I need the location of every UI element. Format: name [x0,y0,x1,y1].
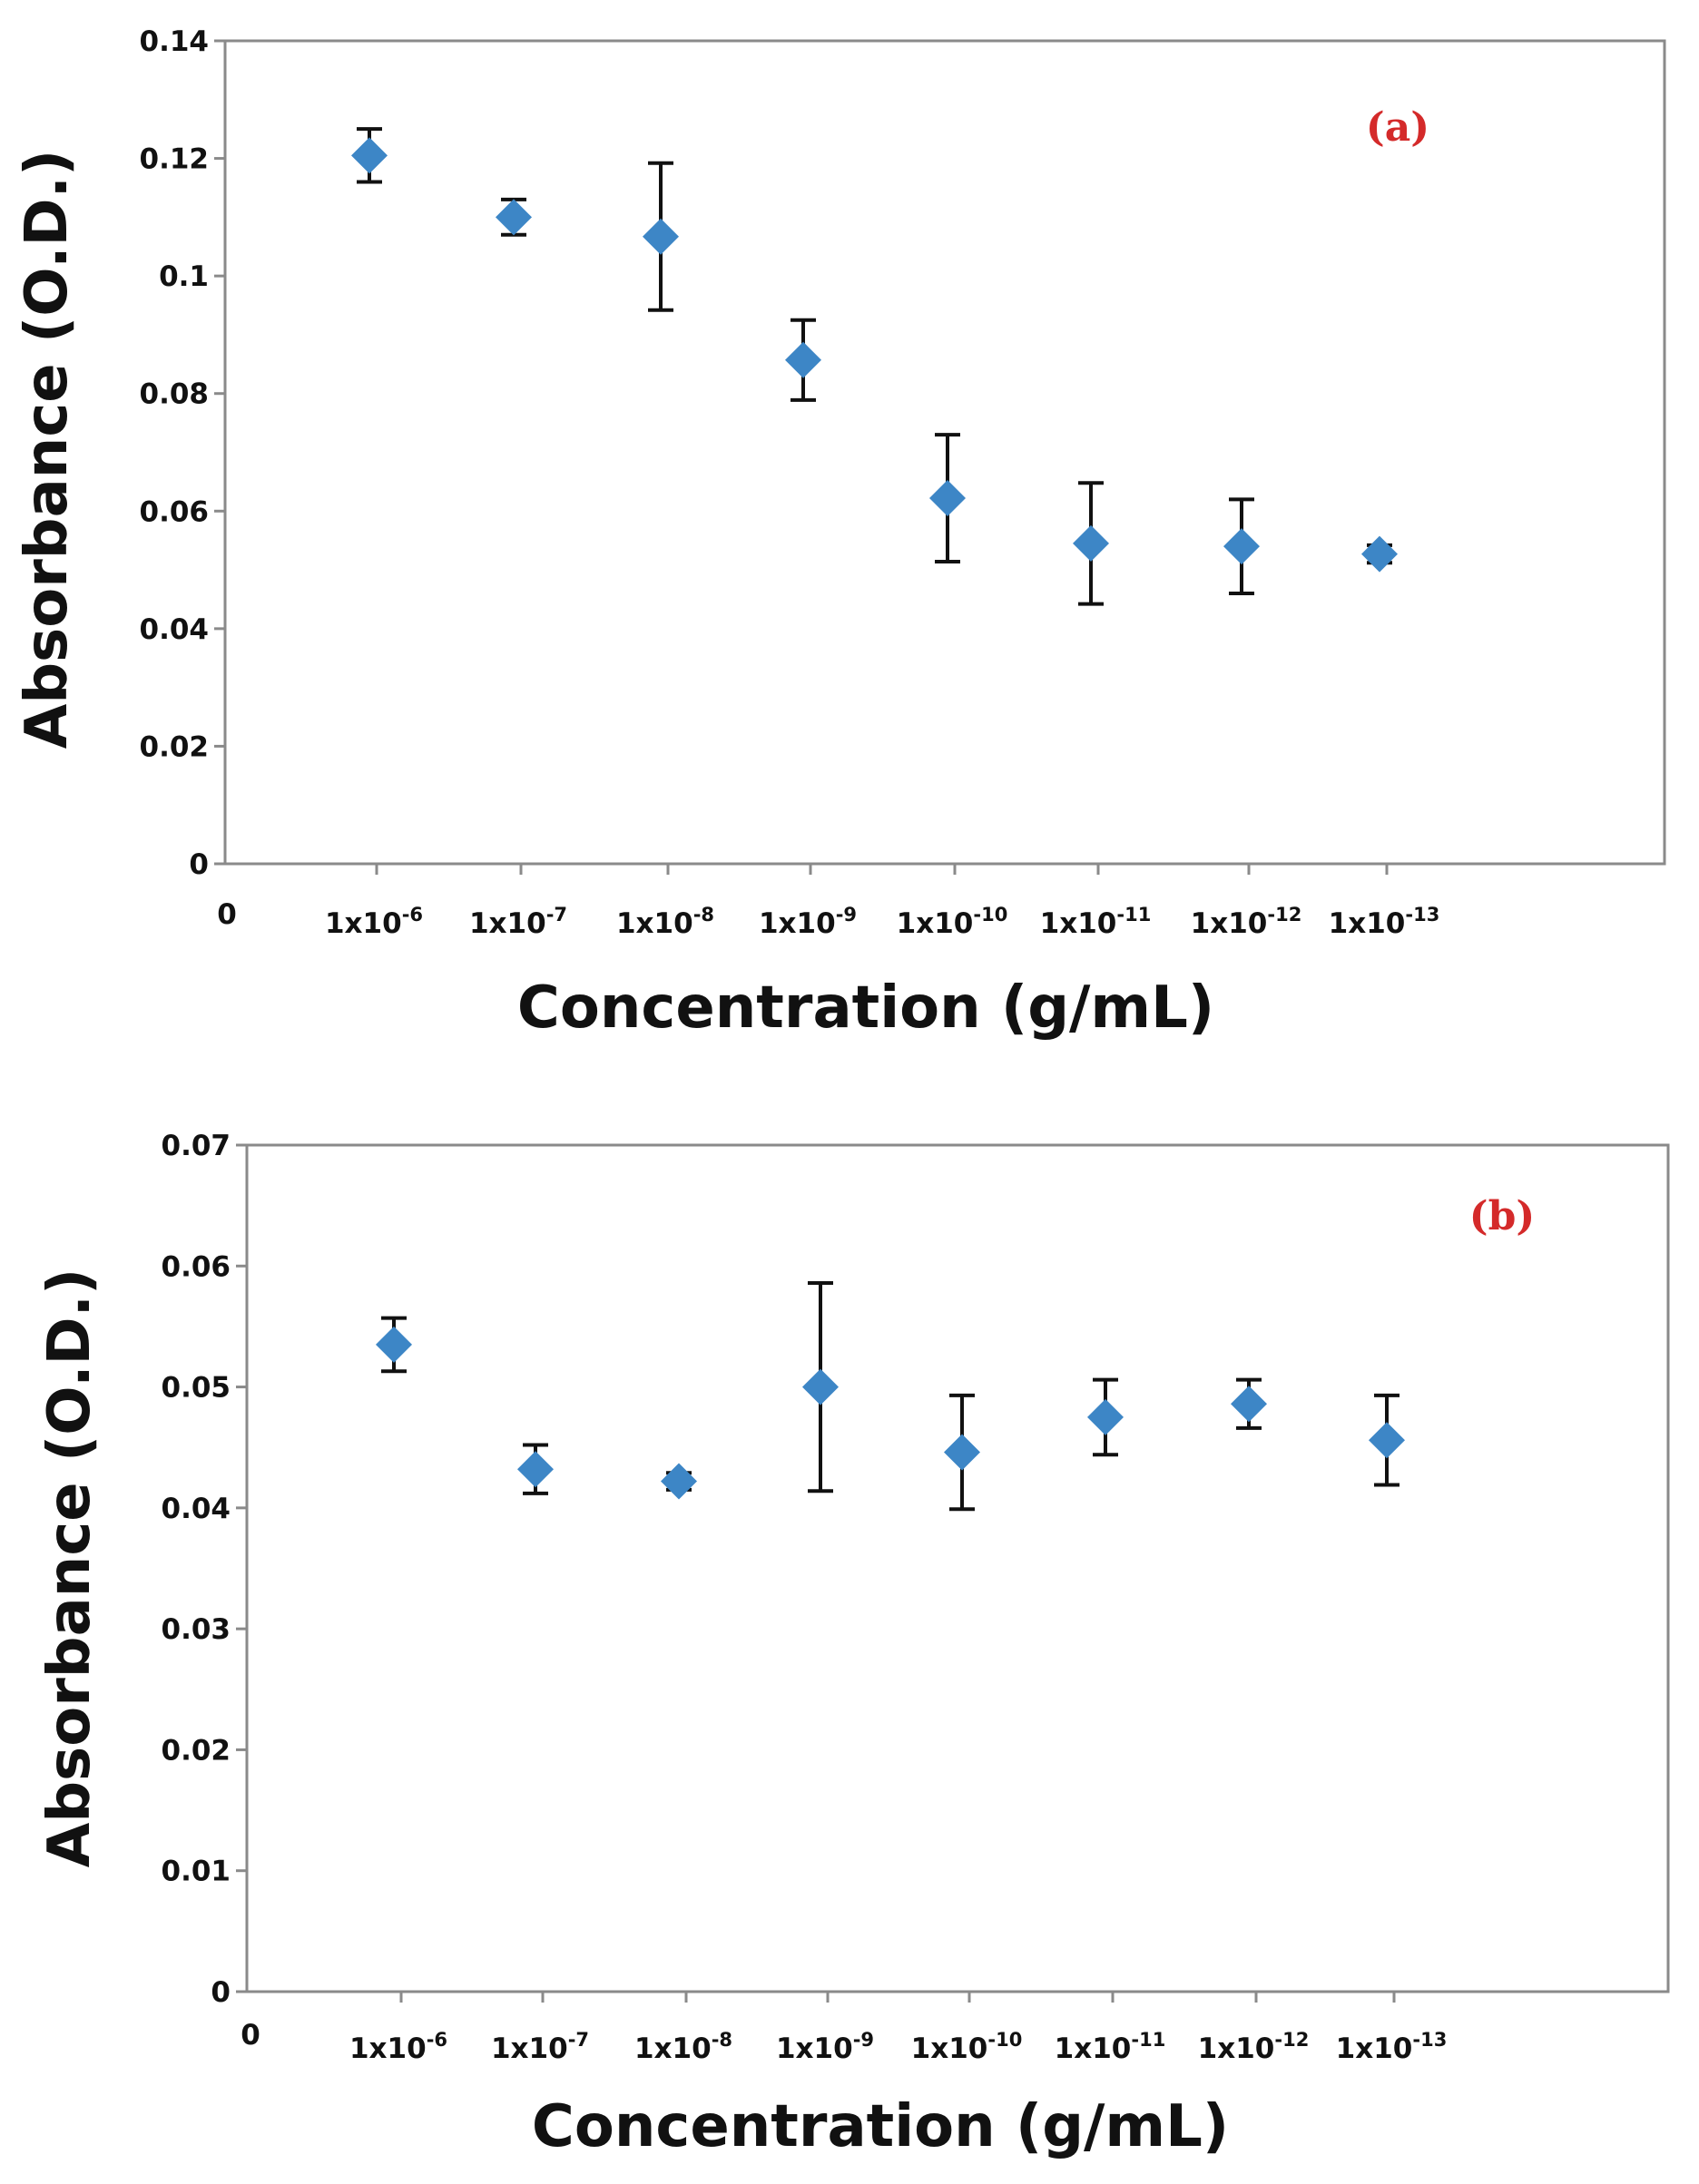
panel-label: (b) [1469,1193,1535,1239]
x-tick-label: 1x10-6 [325,904,423,940]
x-tick-label-exponent: -13 [1412,2029,1447,2051]
x-tick-label: 1x10-10 [911,2029,1023,2065]
x-tick-label: 1x10-13 [1329,904,1440,940]
data-marks [351,127,1398,606]
x-tick-label-exponent: -11 [1131,2029,1165,2051]
x-tick-label-exponent: -8 [693,904,714,926]
x-tick-label-exponent: -12 [1274,2029,1309,2051]
x-tick-label-base: 1x10 [634,2032,712,2065]
y-ticks: 0 0.02 0.04 0.06 0.08 0.1 0.12 0.14 [140,25,225,881]
x-tick-label-exponent: -9 [836,904,857,926]
data-point [496,199,532,236]
panel-label: (a) [1366,104,1429,151]
x-tick-label-exponent: -13 [1405,904,1439,926]
data-point [1369,1422,1405,1459]
x-tick-label-base: 1x10 [1198,2032,1275,2065]
y-tick-label: 0.02 [162,1734,231,1767]
plot-frame [245,1143,1670,1993]
x-tick-label: 1x10-7 [491,2029,589,2065]
y-tick-label: 0 [189,848,209,881]
x-tick-label: 1x10-8 [634,2029,732,2065]
x-tick-label-base: 1x10 [897,907,974,940]
x-tick-label-base: 1x10 [759,907,836,940]
y-tick-label: 0.06 [162,1250,231,1283]
y-tick-label: 0.02 [140,730,210,763]
data-point [376,1326,412,1363]
x-tick-label-base: 1x10 [616,907,693,940]
x-tick-label-base: 1x10 [1191,907,1268,940]
x-tick-label-base: 1x10 [1329,907,1406,940]
x-tick-label-exponent: -10 [973,904,1007,926]
x-tick-label-exponent: -7 [568,2029,589,2051]
x-tick-label: 1x10-6 [349,2029,447,2065]
y-tick-label: 0.03 [162,1613,231,1646]
data-point [1231,1386,1267,1423]
x-tick-label-base: 1x10 [469,907,546,940]
plot-frame [223,39,1666,866]
x-tick-label-base: 1x10 [491,2032,568,2065]
y-tick-label: 0.01 [162,1856,231,1888]
x-tick-label: 1x10-11 [1055,2029,1166,2065]
x-ticks: 1x10-6 1x10-7 1x10-8 1x10-9 1x10-10 1x10-11 1x… [349,1992,1447,2065]
data-point [1223,528,1260,565]
x-tick-label-base: 1x10 [911,2032,988,2065]
y-tick-label: 0 [211,1976,231,2009]
y-tick-label: 0.05 [162,1372,231,1405]
x-axis-title: Concentration (g/mL) [517,974,1214,1042]
y-tick-label: 0.04 [162,1493,231,1525]
data-point [351,137,388,174]
x-tick-label-exponent: -6 [402,904,423,926]
x-axis-title: Concentration (g/mL) [532,2093,1229,2160]
panel-b: 00.010.020.030.040.050.060.07 1x10-6 1x10… [36,1130,1670,2160]
data-point [517,1451,554,1488]
x-tick-label-exponent: -11 [1116,904,1151,926]
y-axis-title: Absorbance (O.D.) [36,1268,103,1867]
x-tick-label-exponent: -7 [546,904,567,926]
x-tick-label-exponent: -10 [987,2029,1022,2051]
y-tick-label: 0.07 [162,1130,231,1162]
x-tick-label-base: 1x10 [349,2032,427,2065]
x-tick-label: 1x10-10 [897,904,1008,940]
data-point [1073,524,1109,562]
x-ticks: 1x10-6 1x10-7 1x10-8 1x10-9 1x10-10 1x10-11 1x… [325,864,1439,940]
data-point [802,1368,839,1405]
data-point [1361,535,1398,573]
x-tick-label-base: 1x10 [1040,907,1117,940]
x-tick-label: 1x10-12 [1198,2029,1310,2065]
x-tick-label-base: 1x10 [1055,2032,1132,2065]
x-origin-label: 0 [241,2019,260,2052]
x-tick-label: 1x10-8 [616,904,714,940]
data-point [1087,1398,1124,1435]
y-tick-label: 0.1 [159,260,209,293]
y-tick-label: 0.08 [140,378,210,411]
x-tick-label: 1x10-9 [759,904,857,940]
y-tick-label: 0.04 [140,613,210,646]
panel-a: 00.020.040.060.080.10.120.14 1x10-6 1x10-… [14,25,1666,1042]
data-point [929,480,966,517]
y-tick-label: 0.14 [140,25,210,58]
x-origin-label: 0 [217,898,237,931]
x-tick-label: 1x10-13 [1336,2029,1448,2065]
data-point [785,341,821,378]
x-tick-label: 1x10-7 [469,904,567,940]
y-ticks: 0 0.01 0.02 0.03 0.04 0.05 0.06 0.07 [162,1130,247,2009]
data-marks [376,1280,1405,1512]
data-point [643,218,679,255]
y-tick-label: 0.12 [140,143,210,176]
y-axis-title: Absorbance (O.D.) [14,150,81,749]
y-tick-label: 0.06 [140,495,210,528]
data-point [661,1463,697,1500]
x-tick-label-base: 1x10 [1336,2032,1413,2065]
x-tick-label: 1x10-11 [1040,904,1152,940]
x-tick-label: 1x10-12 [1191,904,1302,940]
x-tick-label-exponent: -6 [427,2029,447,2051]
x-tick-label-exponent: -8 [712,2029,732,2051]
x-tick-label-exponent: -12 [1267,904,1301,926]
data-point [944,1434,980,1471]
x-tick-label-base: 1x10 [325,907,402,940]
x-tick-label-base: 1x10 [776,2032,853,2065]
x-tick-label-exponent: -9 [853,2029,874,2051]
x-tick-label: 1x10-9 [776,2029,874,2065]
